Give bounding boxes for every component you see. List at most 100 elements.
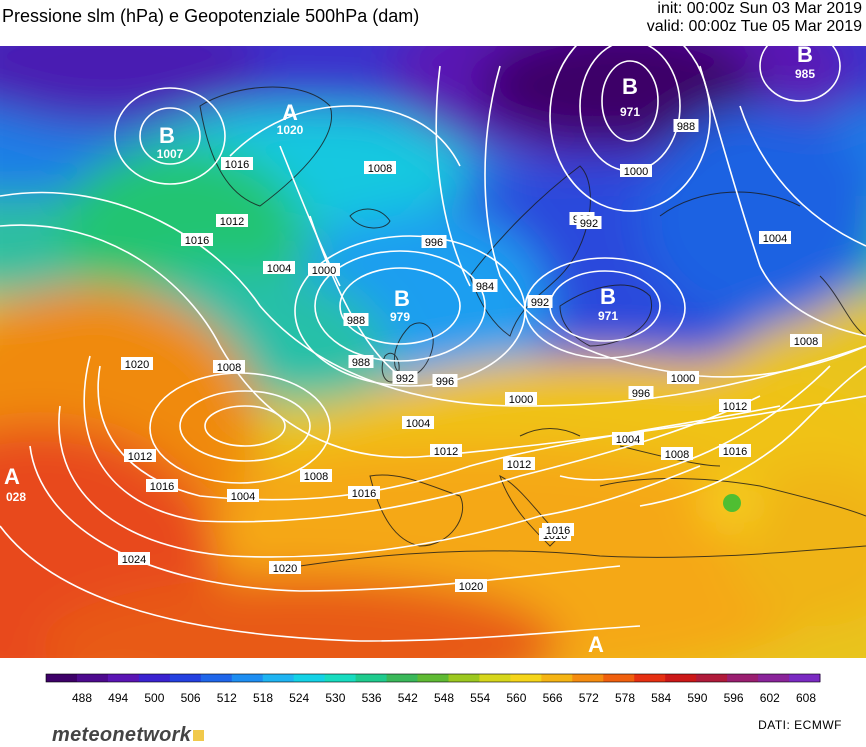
isobar-label: 1004 [616,434,640,446]
isobar-label-box [364,161,396,174]
isobar-label: 1008 [217,362,241,374]
logo-square [193,730,205,741]
colorbar-cell [46,674,78,682]
isobar-label-box [269,561,301,574]
center-letter: A [4,464,20,489]
isobar-label-box [343,313,369,326]
colorbar-label: 548 [434,691,454,705]
logo: meteonetwork [52,724,205,747]
isobar-label: 1000 [509,394,533,406]
isobar-label-box [118,552,150,565]
isobar-label-box [527,295,553,308]
colorbar-label: 560 [506,691,526,705]
pressure-centers: B 1007 A 1020 B 971 B 985 B 979 B 971 A … [4,46,815,657]
colorbar-frame [45,673,821,683]
colorbar-label: 578 [615,691,635,705]
isobar-label-box [542,523,574,536]
colorbar-cell [293,674,326,682]
center-letter: B [797,46,813,67]
center-letter: B [622,74,638,99]
isobar-labels: 1016 1012 1008 1016 1004 1000 996 984 992 988 988 9… [118,119,822,593]
isobar-label-box [432,374,458,387]
isobar-label: 988 [352,357,370,369]
isobar-label-box [146,479,178,492]
center-letter: A [282,100,298,125]
colorbar-cell [665,674,697,682]
isobar-label: 996 [425,237,443,249]
colorbar-cell [355,674,388,682]
isobar-label: 1004 [406,418,430,430]
isobar-label-box [181,233,213,246]
isobar-label-box [673,119,699,132]
isobar-label-box [221,157,253,170]
center-value: 1020 [277,123,304,137]
isobar-label: 1016 [185,235,209,247]
colorbar-label: 530 [325,691,345,705]
isobar-label: 1000 [624,166,648,178]
colorbar-label: 494 [108,691,128,705]
small-high-patch [723,494,741,512]
isobar-label: 1020 [125,359,149,371]
isobar-label-box [472,279,498,292]
colorbar-cell [634,674,666,682]
isobar-label: 992 [531,297,549,309]
isobar-label-box [628,386,654,399]
isobar-label-box [216,214,248,227]
isobar-label: 1016 [225,159,249,171]
isobar-label-box [348,355,374,368]
colorbar-cell [448,674,480,682]
colorbar-cell [572,674,604,682]
colorbar-label: 488 [72,691,92,705]
logo-text: meteonetwork [52,724,192,746]
center-letter: A [588,632,604,657]
colorbar-label: 572 [579,691,599,705]
isobar-label-box [576,216,602,229]
isobar-label: 1012 [128,451,152,463]
colorbar-label: 512 [217,691,237,705]
colorbar-label: 542 [398,691,418,705]
colorbar-cell [138,674,171,682]
geopotential-field [0,46,866,658]
center-value: 971 [598,309,618,323]
isobar-label: 1016 [546,525,570,537]
isobar-label-box [121,357,153,370]
isobar-label-box [308,263,340,276]
isobar-label: 1008 [304,471,328,483]
isobar-label-box [620,164,652,177]
colorbar-cell [231,674,264,682]
isobar-label: 1012 [507,459,531,471]
isobar-label-box [719,399,751,412]
isobar-label: 984 [476,281,494,293]
colorbar-label: 590 [687,691,707,705]
colorbar-cell [262,674,295,682]
isobar-label-box [392,371,418,384]
colorbar-cell [76,674,109,682]
colorbar-cell [510,674,542,682]
colorbar-label: 584 [651,691,671,705]
isobar-label: 1012 [220,216,244,228]
colorbar-label: 596 [724,691,744,705]
isobar-label: 1016 [723,446,747,458]
isobar-label: 988 [347,315,365,327]
isobar-label-box [790,334,822,347]
colorbar: 488 494 500 506 512 518 524 530 536 542 548 554 560 5… [45,673,821,705]
colorbar-cell [169,674,202,682]
isobar-label: 1000 [312,265,336,277]
valid-time: valid: 00:00z Tue 05 Mar 2019 [646,18,862,35]
init-time: init: 00:00z Sun 03 Mar 2019 [657,0,862,17]
run-info: init: 00:00z Sun 03 Mar 2019 valid: 00:0… [647,0,862,36]
isobar-label: 988 [677,121,695,133]
isobar-label-box [430,444,462,457]
data-source: DATI: ECMWF [758,718,842,732]
isobar-label: 1012 [434,446,458,458]
colorbar-label: 524 [289,691,309,705]
isobar-label-box [421,235,447,248]
center-letter: B [600,284,616,309]
center-letter: B [394,286,410,311]
isobar-label: 1020 [273,563,297,575]
isobar-label-box [124,449,156,462]
colorbar-cell [696,674,728,682]
isobar-label-box [455,579,487,592]
isobar-label: 1008 [368,163,392,175]
colorbar-cell [603,674,635,682]
